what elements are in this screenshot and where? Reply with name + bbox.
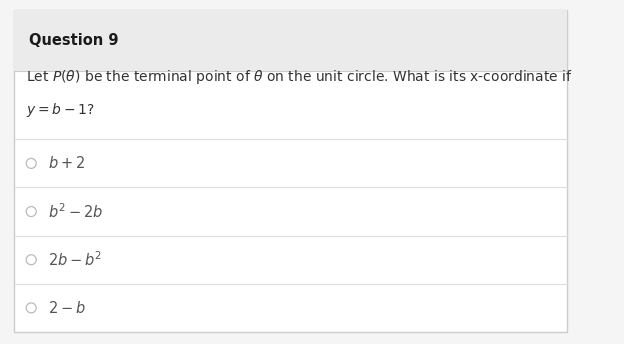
Text: $b^2 - 2b$: $b^2 - 2b$: [48, 202, 104, 221]
Text: $y = b - 1$?: $y = b - 1$?: [26, 101, 95, 119]
Text: $2 - b$: $2 - b$: [48, 300, 86, 316]
Text: $2b - b^2$: $2b - b^2$: [48, 250, 102, 269]
Text: Let $P(\theta)$ be the terminal point of $\theta$ on the unit circle. What is it: Let $P(\theta)$ be the terminal point of…: [26, 68, 573, 86]
Text: $b + 2$: $b + 2$: [48, 155, 85, 171]
Text: Question 9: Question 9: [29, 33, 119, 48]
